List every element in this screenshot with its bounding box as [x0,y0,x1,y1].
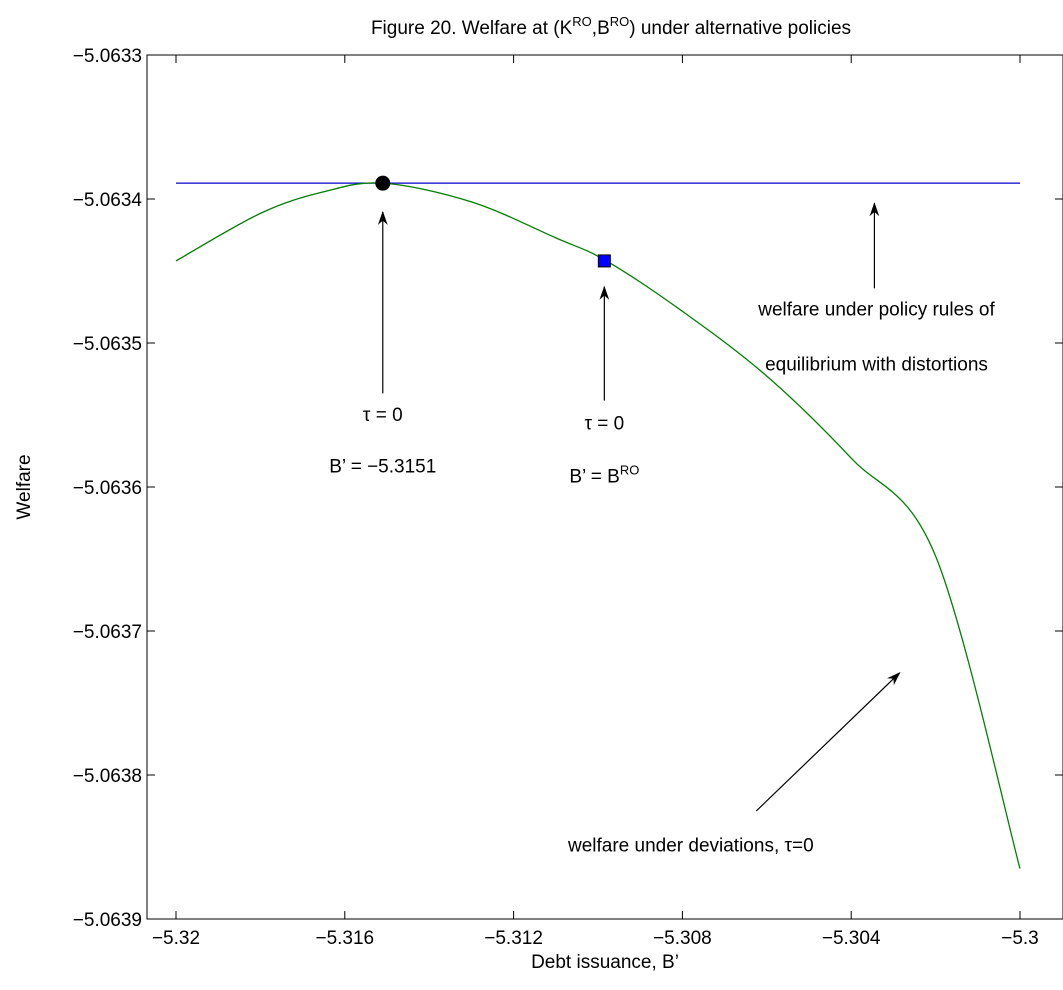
y-tick-label: −5.0634 [73,190,143,211]
marker-layer [375,175,611,268]
y-tick-label: −5.0633 [73,46,142,67]
chart-title-sup1: RO [572,14,592,29]
annotation-text-optimum: τ = 0 [363,405,403,426]
chart-title-prefix: Figure 20. Welfare at (K [371,18,573,39]
annotation-layer: τ = 0 B’ = −5.3151 τ = 0 B’ = BRO welfare un… [329,202,996,856]
y-tick-label: −5.0638 [73,766,142,787]
y-tick-label: −5.0635 [73,334,142,355]
x-tick-label: −5.308 [653,928,712,949]
series-line-deviations [175,182,1021,869]
x-tick-label: −5.304 [822,928,881,949]
x-tick-label: −5.316 [315,928,374,949]
chart-title-sup2: RO [610,14,630,29]
series-layer [175,182,1021,869]
annotation-text-bro: B’ = BRO [569,463,639,488]
chart-title-suffix: ) under alternative policies [629,18,851,39]
y-tick-label: −5.0636 [73,478,142,499]
x-axis-label: Debt issuance, B’ [531,952,679,973]
annotation-text-bro: τ = 0 [584,413,624,434]
chart-title-mid: ,B [592,18,610,39]
annotation-text-policy: welfare under policy rules of [757,300,995,321]
annotation-text-deviations: welfare under deviations, τ=0 [567,835,814,856]
x-tick-label: −5.3 [1001,928,1039,949]
tick-layer: −5.32 −5.316 −5.312 −5.308 −5.304 −5.3 −5.0633… [73,46,1063,949]
annotation-text-policy: equilibrium with distortions [765,354,988,375]
annotation-text-superscript: RO [620,463,640,478]
annotation-text-optimum: B’ = −5.3151 [329,457,436,478]
x-tick-label: −5.32 [152,928,200,949]
marker-optimum [375,175,391,191]
x-tick-label: −5.312 [484,928,543,949]
annotation-arrow-deviations [755,672,901,812]
annotation-text-base: B’ = B [569,467,620,488]
chart-title: Figure 20. Welfare at (KRO,BRO) under al… [371,14,851,39]
y-axis-label: Welfare [14,454,35,519]
y-tick-label: −5.0637 [73,622,142,643]
y-tick-label: −5.0639 [73,910,142,931]
marker-bro [597,254,611,268]
